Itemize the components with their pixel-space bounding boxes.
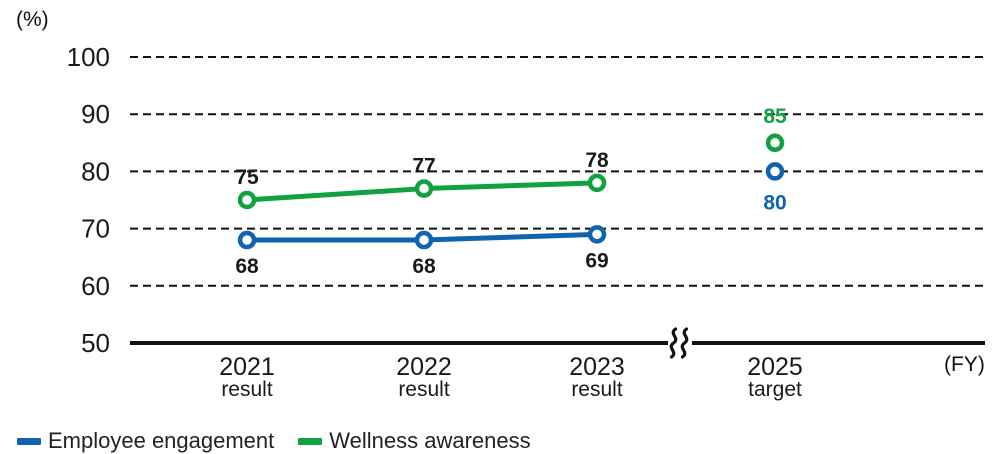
x-tick-sub-2025: target <box>748 378 802 401</box>
y-tick-label-60: 60 <box>81 271 110 301</box>
axis-break-icon <box>669 327 678 359</box>
legend-item-employee-engagement: Employee engagement <box>17 428 274 454</box>
legend-item-wellness-awareness: Wellness awareness <box>298 428 531 454</box>
data-point-employee-engagement-2023 <box>587 225 607 244</box>
legend-label: Wellness awareness <box>329 428 531 453</box>
data-point-employee-engagement-2021 <box>237 230 257 250</box>
x-tick-year-2022: 2022 <box>396 353 452 381</box>
data-point-label-employee-engagement-2021: 68 <box>235 255 259 278</box>
data-point-label-wellness-awareness-2023: 78 <box>585 149 609 172</box>
legend-label: Employee engagement <box>48 428 275 453</box>
x-tick-sub-2021: result <box>221 378 273 401</box>
legend-swatch-icon <box>298 437 323 445</box>
y-tick-label-50: 50 <box>81 328 110 358</box>
x-tick-sub-2023: result <box>571 378 623 401</box>
data-point-wellness-awareness-2021 <box>237 190 257 210</box>
x-axis-unit-label: (FY) <box>944 353 985 376</box>
axis-break-icon <box>680 327 689 359</box>
data-point-label-wellness-awareness-2022: 77 <box>412 155 435 178</box>
data-point-label-wellness-awareness-2025: 85 <box>763 105 787 128</box>
data-point-wellness-awareness-2023 <box>587 173 607 193</box>
x-tick-year-2025: 2025 <box>747 353 803 381</box>
y-tick-label-80: 80 <box>81 156 110 186</box>
x-tick-year-2023: 2023 <box>569 353 625 381</box>
data-point-label-employee-engagement-2022: 68 <box>412 255 436 278</box>
data-point-label-employee-engagement-2023: 69 <box>585 249 608 272</box>
data-point-wellness-awareness-2022 <box>414 179 434 198</box>
data-point-wellness-awareness-2025 <box>765 133 785 153</box>
data-point-employee-engagement-2025 <box>765 162 785 181</box>
data-point-label-employee-engagement-2025: 80 <box>763 191 786 214</box>
y-tick-label-70: 70 <box>81 214 110 244</box>
x-tick-year-2021: 2021 <box>219 353 275 381</box>
x-tick-sub-2022: result <box>398 378 450 401</box>
data-point-label-wellness-awareness-2021: 75 <box>235 166 259 189</box>
data-point-employee-engagement-2022 <box>414 230 434 250</box>
y-tick-label-90: 90 <box>81 99 110 129</box>
y-axis-unit-label: (%) <box>16 8 49 31</box>
legend-swatch-icon <box>17 437 41 445</box>
line-chart: 50607080901002021result2022result2023res… <box>67 42 985 401</box>
y-tick-label-100: 100 <box>67 42 110 72</box>
chart-legend: Employee engagement Wellness awareness <box>17 428 531 454</box>
